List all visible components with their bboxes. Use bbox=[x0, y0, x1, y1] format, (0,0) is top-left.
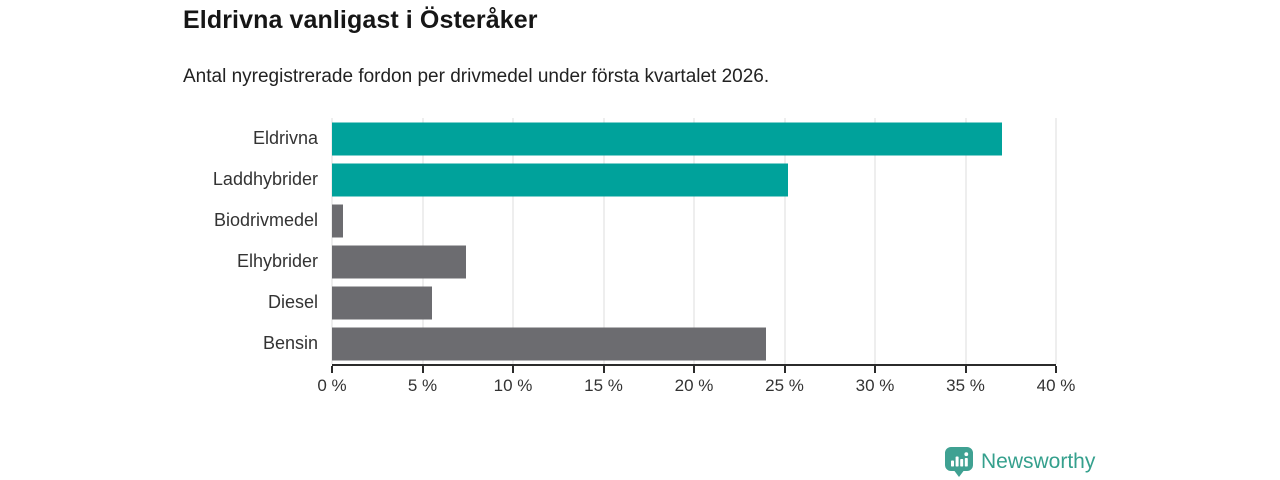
category-label: Bensin bbox=[262, 333, 318, 353]
x-tick-label: 30 % bbox=[855, 376, 895, 395]
bar-row: Laddhybrider bbox=[213, 159, 1056, 200]
gridline bbox=[874, 118, 876, 364]
x-tick-label: 0 % bbox=[317, 376, 347, 395]
bar bbox=[332, 163, 789, 196]
x-axis-tick bbox=[331, 366, 333, 373]
x-axis-tick bbox=[421, 366, 424, 373]
x-axis: 0 % 5 % 10 % 15 % 20 % 25 % 30 % 35 % 40 % bbox=[317, 364, 1075, 400]
plot-area: Eldrivna Laddhybrider Biodrivmedel Elhybrid… bbox=[213, 118, 1057, 364]
gridline bbox=[331, 118, 333, 364]
bar-row: Eldrivna bbox=[253, 118, 1056, 159]
gridline bbox=[965, 118, 966, 364]
logo-text: Newsworthy bbox=[981, 450, 1096, 473]
bar bbox=[332, 327, 767, 360]
bar-chart-pin-icon bbox=[944, 446, 974, 478]
category-label: Biodrivmedel bbox=[213, 210, 318, 230]
x-tick-label: 40 % bbox=[1036, 376, 1076, 395]
gridline bbox=[784, 118, 785, 364]
gridline bbox=[422, 118, 423, 364]
category-label: Eldrivna bbox=[252, 128, 318, 148]
x-axis-tick bbox=[783, 366, 786, 373]
gridline bbox=[693, 118, 695, 364]
chart-subtitle: Antal nyregistrerade fordon per drivmede… bbox=[183, 66, 770, 87]
x-axis-tick bbox=[874, 366, 876, 373]
chart-title: Eldrivna vanligast i Österåker bbox=[183, 6, 538, 34]
x-tick-label: 15 % bbox=[584, 376, 623, 395]
gridline bbox=[1055, 118, 1057, 364]
x-tick-label: 10 % bbox=[493, 376, 533, 395]
newsworthy-logo: Newsworthy bbox=[944, 446, 1095, 478]
bar bbox=[332, 245, 466, 278]
x-axis-tick bbox=[693, 366, 695, 373]
bar-row: Elhybrider bbox=[237, 241, 1056, 282]
category-label: Diesel bbox=[267, 292, 318, 312]
category-label: Laddhybrider bbox=[212, 169, 318, 189]
x-axis-tick bbox=[1055, 366, 1057, 373]
x-axis-tick bbox=[602, 366, 605, 373]
x-tick-label: 5 % bbox=[407, 376, 438, 395]
x-axis-tick bbox=[512, 366, 514, 373]
bar bbox=[332, 286, 432, 319]
gridline bbox=[512, 118, 514, 364]
bar-row: Biodrivmedel bbox=[214, 200, 1056, 241]
x-tick-label: 35 % bbox=[946, 376, 985, 395]
x-axis-tick bbox=[964, 366, 967, 373]
category-label: Elhybrider bbox=[236, 251, 318, 271]
x-tick-label: 25 % bbox=[765, 376, 804, 395]
bar-row: Diesel bbox=[268, 282, 1056, 323]
bar bbox=[332, 122, 1002, 155]
x-tick-label: 20 % bbox=[674, 376, 714, 395]
bar-row: Bensin bbox=[263, 323, 1056, 364]
bar bbox=[332, 204, 343, 237]
gridline bbox=[603, 118, 604, 364]
